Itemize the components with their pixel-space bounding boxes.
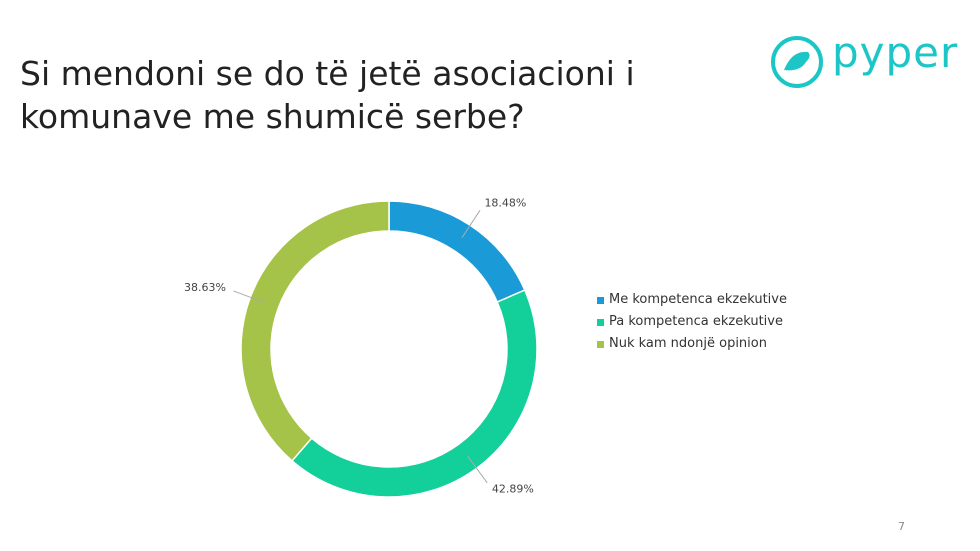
chart-title: Si mendoni se do të jetë asociacioni i k… [20,54,635,136]
leader-line [467,455,488,484]
legend-label: Pa kompetenca ekzekutive [609,314,783,329]
data-label: 38.63% [184,281,226,294]
leader-line [233,290,265,303]
slice [388,200,526,303]
logo-icon [771,36,823,88]
legend-item: Nuk kam ndonjë opinion [597,336,787,352]
legend-label: Nuk kam ndonjë opinion [609,336,767,351]
slice [240,200,390,462]
legend-item: Me kompetenca ekzekutive [597,292,787,308]
data-label: 18.48% [484,197,526,210]
slice [290,289,538,498]
legend-item: Pa kompetenca ekzekutive [597,314,787,330]
page-number: 7 [898,520,905,533]
legend: Me kompetenca ekzekutive Pa kompetenca ek… [597,292,787,358]
leader-line [461,209,481,239]
legend-label: Me kompetenca ekzekutive [609,292,787,307]
data-label: 42.89% [492,482,534,495]
logo: pyper [832,28,959,77]
legend-swatch [597,319,604,326]
legend-swatch [597,341,604,348]
legend-swatch [597,297,604,304]
